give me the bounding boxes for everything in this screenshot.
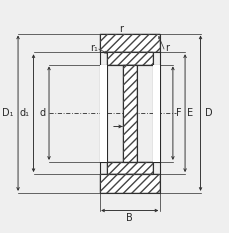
- Bar: [106, 52, 152, 65]
- Text: d: d: [39, 108, 46, 118]
- Bar: [106, 162, 152, 174]
- Text: r: r: [164, 43, 168, 53]
- Bar: [99, 174, 159, 193]
- Bar: [106, 52, 152, 65]
- Bar: [122, 65, 136, 162]
- Bar: [99, 65, 106, 162]
- Text: F: F: [175, 108, 180, 118]
- Bar: [99, 34, 159, 52]
- Text: r₁: r₁: [89, 43, 97, 53]
- Bar: [106, 162, 152, 174]
- Bar: [152, 65, 159, 162]
- Text: d₁: d₁: [19, 108, 29, 118]
- Text: B₃: B₃: [123, 127, 134, 137]
- Text: r: r: [118, 24, 122, 34]
- Text: B: B: [126, 213, 133, 223]
- Text: D₁: D₁: [2, 108, 13, 118]
- Bar: [99, 34, 159, 52]
- Bar: [99, 174, 159, 193]
- Text: D: D: [204, 108, 211, 118]
- Text: E: E: [186, 108, 193, 118]
- Bar: [122, 65, 136, 162]
